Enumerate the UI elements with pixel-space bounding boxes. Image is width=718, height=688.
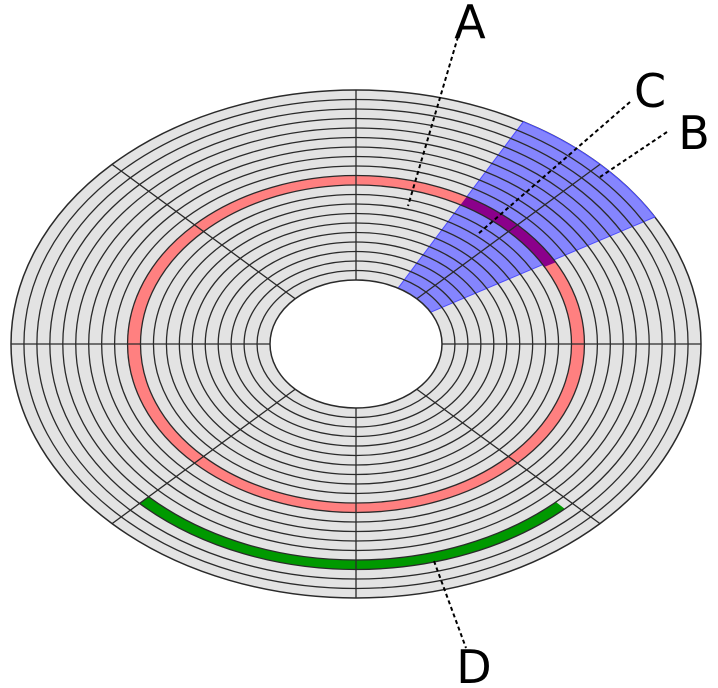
sector-divider <box>111 163 296 300</box>
label-a: A <box>454 0 486 49</box>
leader-line-c <box>477 101 631 235</box>
cluster-d <box>139 496 565 570</box>
sector-dividers <box>11 90 701 598</box>
label-d: D <box>456 640 491 688</box>
label-c: C <box>634 64 666 118</box>
leader-line-d <box>433 560 467 649</box>
spindle-hole <box>269 279 443 409</box>
sector-divider <box>416 163 601 300</box>
sector-divider <box>111 388 296 525</box>
leader-line-b <box>599 131 668 178</box>
track-sector-c <box>460 196 556 267</box>
leader-line-a <box>407 29 461 207</box>
label-b: B <box>678 106 710 160</box>
sector-divider <box>416 388 601 525</box>
